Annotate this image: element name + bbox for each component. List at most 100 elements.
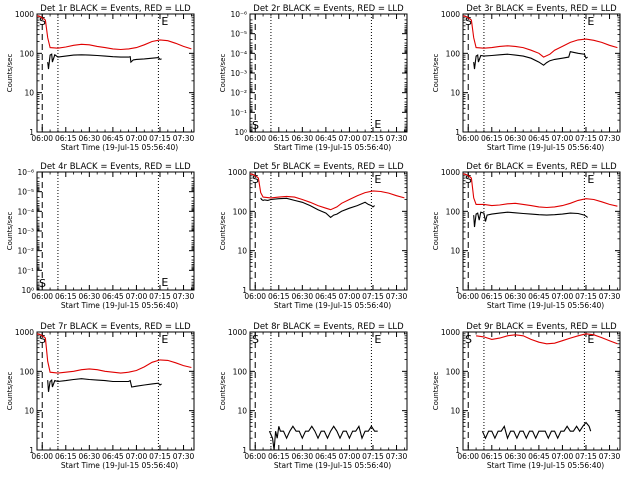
x-tick-label: 07:30 — [599, 292, 621, 301]
y-tick-label: 100 — [233, 207, 248, 216]
x-tick-label: 07:15 — [149, 292, 171, 301]
x-tick-label: 07:00 — [339, 134, 361, 143]
y-axis-label: Counts/sec — [6, 54, 14, 93]
panel-title: Det 8r BLACK = Events, RED = LLD — [253, 322, 404, 332]
detector-panel-5: Det 5r BLACK = Events, RED = LLD 1 10 100 10… — [219, 162, 408, 310]
x-tick-label: 07:15 — [149, 452, 171, 461]
plot-frame — [462, 331, 621, 451]
x-tick-label: 06:30 — [79, 292, 101, 301]
y-tick-label: 100 — [20, 367, 35, 376]
y-tick-label: 10⁻⁶ — [17, 168, 34, 177]
lld-series-line — [37, 333, 192, 374]
events-series-line — [473, 51, 588, 70]
y-tick-label: 1000 — [441, 168, 460, 177]
y-tick-label: 100 — [446, 367, 461, 376]
end-marker-label: E — [161, 15, 168, 28]
x-tick-label: 06:45 — [102, 134, 124, 143]
x-tick-label: 06:30 — [505, 292, 527, 301]
y-axis-label: Counts/sec — [219, 372, 227, 411]
y-tick-label: 10⁻¹ — [230, 108, 247, 117]
x-tick-label: 06:30 — [505, 452, 527, 461]
x-axis-label: Start Time (19-Jul-15 05:56:40) — [487, 143, 604, 152]
y-tick-label: 1 — [242, 446, 247, 455]
x-tick-label: 07:30 — [386, 292, 408, 301]
detector-panel-4: Det 4r BLACK = Events, RED = LLD 10⁰ 10⁻¹ 1… — [6, 162, 195, 310]
panel-title: Det 9r BLACK = Events, RED = LLD — [466, 322, 617, 332]
x-tick-label: 07:15 — [362, 134, 384, 143]
events-series-line — [47, 378, 162, 392]
end-marker-label: E — [161, 276, 168, 289]
detector-panel-6: Det 6r BLACK = Events, RED = LLD 1 10 100 10… — [432, 162, 621, 310]
x-tick-label: 06:15 — [481, 292, 503, 301]
x-axis-label: Start Time (19-Jul-15 05:56:40) — [61, 461, 178, 470]
y-tick-label: 10⁻² — [17, 247, 34, 256]
y-tick-label: 1000 — [228, 328, 247, 337]
y-tick-label: 1000 — [441, 10, 460, 19]
x-tick-label: 06:45 — [528, 292, 550, 301]
x-tick-label: 06:00 — [31, 292, 53, 301]
y-tick-label: 10⁰ — [21, 286, 34, 295]
x-tick-label: 06:45 — [315, 452, 337, 461]
y-tick-label: 10⁻³ — [17, 227, 34, 236]
y-axis-label: Counts/sec — [432, 54, 440, 93]
y-tick-label: 10 — [24, 89, 34, 98]
y-axis-label: Counts/sec — [6, 372, 14, 411]
x-tick-label: 06:30 — [79, 452, 101, 461]
x-tick-label: 06:30 — [292, 134, 314, 143]
y-tick-label: 10⁻⁵ — [17, 188, 34, 197]
x-tick-label: 07:30 — [599, 452, 621, 461]
x-tick-label: 07:30 — [173, 134, 195, 143]
y-tick-label: 1 — [29, 446, 34, 455]
x-axis-label: Start Time (19-Jul-15 05:56:40) — [274, 143, 391, 152]
start-marker-label: S — [39, 333, 46, 346]
start-marker-label: S — [465, 173, 472, 186]
plot-frame — [36, 13, 195, 133]
x-axis-label: Start Time (19-Jul-15 05:56:40) — [487, 301, 604, 310]
panel-title: Det 2r BLACK = Events, RED = LLD — [253, 4, 404, 14]
end-marker-label: E — [587, 173, 594, 186]
lld-series-line — [463, 15, 618, 58]
y-tick-label: 1000 — [441, 328, 460, 337]
x-tick-label: 06:00 — [457, 134, 479, 143]
y-tick-label: 1 — [455, 446, 460, 455]
x-axis-label: Start Time (19-Jul-15 05:56:40) — [274, 461, 391, 470]
x-tick-label: 06:00 — [31, 134, 53, 143]
x-tick-label: 07:30 — [173, 452, 195, 461]
y-axis-label: Counts/sec — [219, 54, 227, 93]
x-tick-label: 06:00 — [244, 292, 266, 301]
x-tick-label: 06:15 — [481, 452, 503, 461]
y-tick-label: 10⁰ — [234, 128, 247, 137]
x-tick-label: 07:00 — [126, 134, 148, 143]
events-series-line — [481, 421, 592, 440]
x-tick-label: 06:45 — [528, 134, 550, 143]
x-tick-label: 06:15 — [55, 134, 77, 143]
start-marker-label: S — [465, 333, 472, 346]
y-tick-label: 10⁻⁵ — [230, 30, 247, 39]
y-tick-label: 100 — [20, 49, 35, 58]
end-marker-label: E — [374, 333, 381, 346]
plot-frame — [462, 171, 621, 291]
x-tick-label: 06:45 — [102, 292, 124, 301]
y-axis-label: Counts/sec — [432, 212, 440, 251]
x-tick-label: 06:15 — [55, 452, 77, 461]
panel-title: Det 5r BLACK = Events, RED = LLD — [253, 162, 404, 172]
start-marker-label: S — [39, 15, 46, 28]
x-tick-label: 06:45 — [315, 292, 337, 301]
x-tick-label: 06:30 — [292, 452, 314, 461]
x-tick-label: 06:30 — [292, 292, 314, 301]
x-tick-label: 07:00 — [339, 292, 361, 301]
y-tick-label: 1000 — [15, 328, 34, 337]
end-marker-label: E — [587, 15, 594, 28]
events-series-line — [47, 53, 162, 70]
plot-frame — [462, 13, 621, 133]
x-tick-label: 07:15 — [575, 292, 597, 301]
y-tick-label: 1 — [455, 128, 460, 137]
x-tick-label: 06:00 — [244, 452, 266, 461]
x-tick-label: 06:45 — [315, 134, 337, 143]
lld-series-line — [476, 333, 618, 345]
y-tick-label: 10 — [450, 247, 460, 256]
start-marker-label: S — [465, 15, 472, 28]
x-tick-label: 07:00 — [552, 292, 574, 301]
end-marker-label: E — [374, 118, 381, 131]
